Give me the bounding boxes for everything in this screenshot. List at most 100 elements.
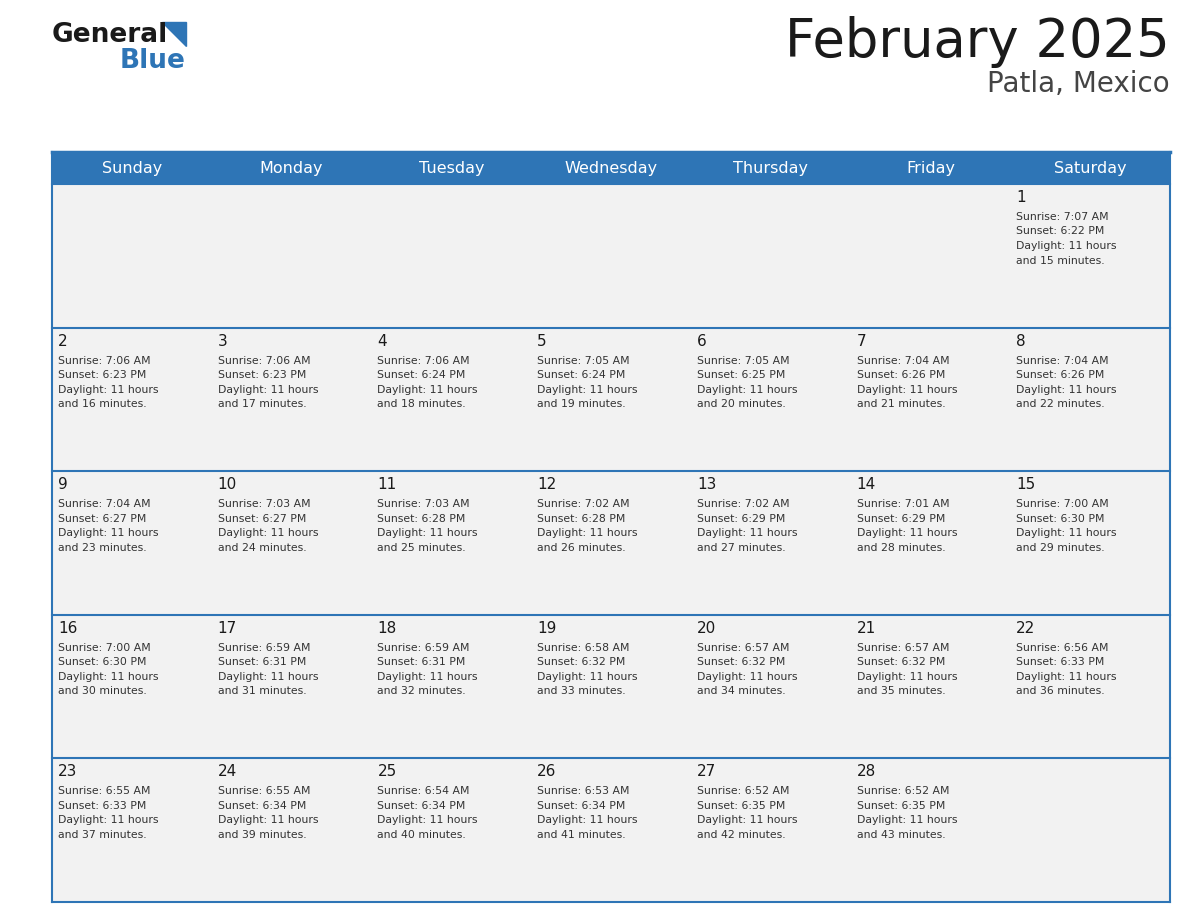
Bar xyxy=(691,184,851,328)
Text: Daylight: 11 hours: Daylight: 11 hours xyxy=(378,815,478,825)
Text: Sunset: 6:35 PM: Sunset: 6:35 PM xyxy=(697,800,785,811)
Bar xyxy=(211,471,372,615)
Text: Sunrise: 7:05 AM: Sunrise: 7:05 AM xyxy=(697,355,790,365)
Text: Blue: Blue xyxy=(120,48,185,74)
Text: and 18 minutes.: and 18 minutes. xyxy=(378,399,466,409)
Text: Sunset: 6:30 PM: Sunset: 6:30 PM xyxy=(1016,514,1105,523)
Text: Sunset: 6:23 PM: Sunset: 6:23 PM xyxy=(58,370,146,380)
Bar xyxy=(531,758,691,902)
Text: Patla, Mexico: Patla, Mexico xyxy=(987,70,1170,98)
Text: 22: 22 xyxy=(1016,621,1036,636)
Text: and 17 minutes.: and 17 minutes. xyxy=(217,399,307,409)
Text: Sunset: 6:27 PM: Sunset: 6:27 PM xyxy=(58,514,146,523)
Text: Daylight: 11 hours: Daylight: 11 hours xyxy=(697,815,797,825)
Text: Sunrise: 6:56 AM: Sunrise: 6:56 AM xyxy=(1016,643,1108,653)
Text: 19: 19 xyxy=(537,621,556,636)
Text: Sunset: 6:22 PM: Sunset: 6:22 PM xyxy=(1016,227,1105,237)
Bar xyxy=(691,328,851,471)
Text: 11: 11 xyxy=(378,477,397,492)
Text: Sunrise: 6:52 AM: Sunrise: 6:52 AM xyxy=(697,787,789,797)
Text: and 43 minutes.: and 43 minutes. xyxy=(857,830,946,840)
Bar xyxy=(211,615,372,758)
Text: Sunrise: 7:00 AM: Sunrise: 7:00 AM xyxy=(58,643,151,653)
Bar xyxy=(531,471,691,615)
Bar xyxy=(851,471,1010,615)
Text: 10: 10 xyxy=(217,477,236,492)
Bar xyxy=(372,758,531,902)
Bar xyxy=(851,758,1010,902)
Bar xyxy=(851,184,1010,328)
Text: Daylight: 11 hours: Daylight: 11 hours xyxy=(857,528,958,538)
Text: Sunset: 6:32 PM: Sunset: 6:32 PM xyxy=(857,657,944,667)
Text: Sunset: 6:29 PM: Sunset: 6:29 PM xyxy=(857,514,944,523)
Text: 13: 13 xyxy=(697,477,716,492)
Bar xyxy=(52,184,211,328)
Text: Daylight: 11 hours: Daylight: 11 hours xyxy=(857,672,958,682)
Text: 9: 9 xyxy=(58,477,68,492)
Text: Monday: Monday xyxy=(260,161,323,175)
Text: Sunrise: 6:57 AM: Sunrise: 6:57 AM xyxy=(697,643,789,653)
Text: Daylight: 11 hours: Daylight: 11 hours xyxy=(697,672,797,682)
Text: Daylight: 11 hours: Daylight: 11 hours xyxy=(1016,241,1117,251)
Text: and 24 minutes.: and 24 minutes. xyxy=(217,543,307,553)
Bar xyxy=(851,328,1010,471)
Text: Daylight: 11 hours: Daylight: 11 hours xyxy=(378,385,478,395)
Text: and 26 minutes.: and 26 minutes. xyxy=(537,543,626,553)
Text: 18: 18 xyxy=(378,621,397,636)
Bar xyxy=(52,471,211,615)
Text: Sunset: 6:33 PM: Sunset: 6:33 PM xyxy=(58,800,146,811)
Text: Thursday: Thursday xyxy=(733,161,808,175)
Text: Daylight: 11 hours: Daylight: 11 hours xyxy=(697,385,797,395)
Text: and 36 minutes.: and 36 minutes. xyxy=(1016,687,1105,696)
Text: and 15 minutes.: and 15 minutes. xyxy=(1016,255,1105,265)
Bar xyxy=(1010,615,1170,758)
Text: Sunday: Sunday xyxy=(102,161,162,175)
Text: Daylight: 11 hours: Daylight: 11 hours xyxy=(537,815,638,825)
Text: Saturday: Saturday xyxy=(1054,161,1126,175)
Bar xyxy=(211,758,372,902)
Text: Daylight: 11 hours: Daylight: 11 hours xyxy=(1016,672,1117,682)
Text: Daylight: 11 hours: Daylight: 11 hours xyxy=(58,672,158,682)
Text: 24: 24 xyxy=(217,765,236,779)
Text: Sunset: 6:33 PM: Sunset: 6:33 PM xyxy=(1016,657,1105,667)
Text: Daylight: 11 hours: Daylight: 11 hours xyxy=(1016,385,1117,395)
Bar xyxy=(1010,758,1170,902)
Text: Sunset: 6:32 PM: Sunset: 6:32 PM xyxy=(697,657,785,667)
Text: Sunrise: 6:52 AM: Sunrise: 6:52 AM xyxy=(857,787,949,797)
Text: 12: 12 xyxy=(537,477,556,492)
Text: Sunset: 6:29 PM: Sunset: 6:29 PM xyxy=(697,514,785,523)
Text: Friday: Friday xyxy=(906,161,955,175)
Text: 25: 25 xyxy=(378,765,397,779)
Text: Sunrise: 7:06 AM: Sunrise: 7:06 AM xyxy=(217,355,310,365)
Bar xyxy=(1010,328,1170,471)
Text: Sunset: 6:23 PM: Sunset: 6:23 PM xyxy=(217,370,307,380)
Text: Sunrise: 6:53 AM: Sunrise: 6:53 AM xyxy=(537,787,630,797)
Text: Sunset: 6:34 PM: Sunset: 6:34 PM xyxy=(378,800,466,811)
Text: 3: 3 xyxy=(217,333,227,349)
Text: 2: 2 xyxy=(58,333,68,349)
Text: Sunset: 6:24 PM: Sunset: 6:24 PM xyxy=(537,370,626,380)
Text: Daylight: 11 hours: Daylight: 11 hours xyxy=(857,815,958,825)
Bar xyxy=(211,328,372,471)
Text: Sunset: 6:34 PM: Sunset: 6:34 PM xyxy=(537,800,626,811)
Bar xyxy=(531,615,691,758)
Text: Sunset: 6:25 PM: Sunset: 6:25 PM xyxy=(697,370,785,380)
Text: Tuesday: Tuesday xyxy=(418,161,484,175)
Text: Daylight: 11 hours: Daylight: 11 hours xyxy=(537,528,638,538)
Text: Daylight: 11 hours: Daylight: 11 hours xyxy=(58,528,158,538)
Text: and 16 minutes.: and 16 minutes. xyxy=(58,399,146,409)
Text: and 19 minutes.: and 19 minutes. xyxy=(537,399,626,409)
Text: 23: 23 xyxy=(58,765,77,779)
Text: Daylight: 11 hours: Daylight: 11 hours xyxy=(58,385,158,395)
Text: and 29 minutes.: and 29 minutes. xyxy=(1016,543,1105,553)
Text: and 42 minutes.: and 42 minutes. xyxy=(697,830,785,840)
Text: Sunrise: 6:58 AM: Sunrise: 6:58 AM xyxy=(537,643,630,653)
Bar xyxy=(52,328,211,471)
Text: and 27 minutes.: and 27 minutes. xyxy=(697,543,785,553)
Text: Daylight: 11 hours: Daylight: 11 hours xyxy=(697,528,797,538)
Text: Sunrise: 7:01 AM: Sunrise: 7:01 AM xyxy=(857,499,949,509)
Text: 15: 15 xyxy=(1016,477,1036,492)
Text: and 20 minutes.: and 20 minutes. xyxy=(697,399,785,409)
Text: Daylight: 11 hours: Daylight: 11 hours xyxy=(217,672,318,682)
Text: Sunrise: 7:06 AM: Sunrise: 7:06 AM xyxy=(378,355,470,365)
